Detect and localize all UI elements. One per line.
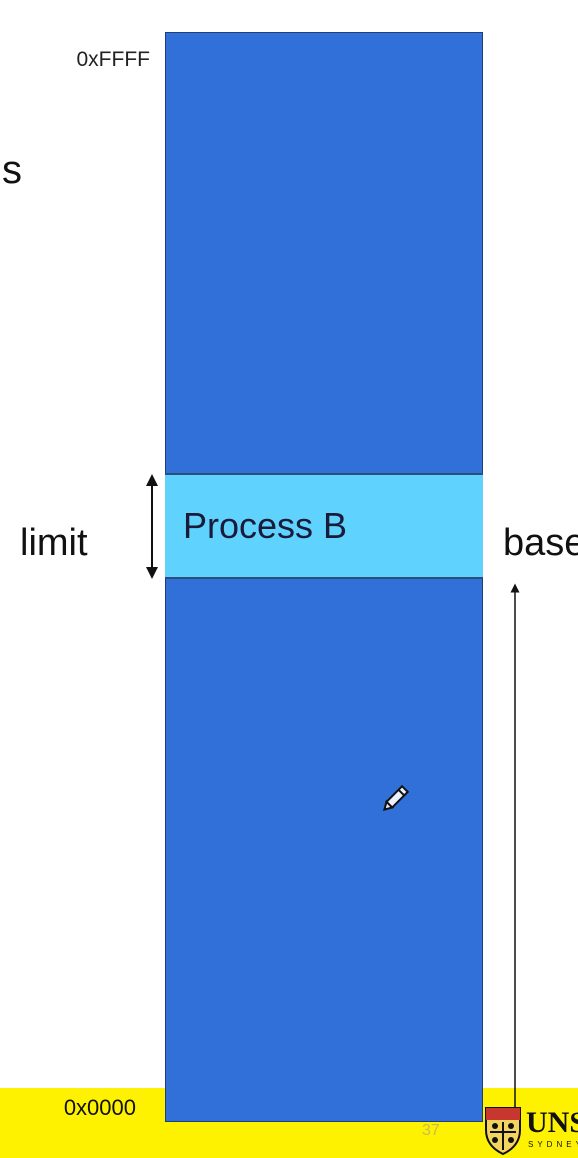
process-label: Process B [183, 505, 348, 546]
base-label: base [503, 522, 578, 564]
crest-icon [485, 1107, 521, 1156]
logo-text: UNSW [526, 1106, 578, 1139]
slide-title-fragment: s [2, 148, 22, 192]
limit-label: limit [20, 522, 88, 564]
page-number: 37 [422, 1122, 440, 1139]
top-address-label: 0xFFFF [76, 48, 151, 71]
logo-subtext: SYDNEY [528, 1140, 578, 1149]
process-b-block: Process B [165, 473, 483, 579]
pencil-icon [382, 784, 410, 812]
university-logo: UNSW SYDNEY [482, 1100, 578, 1156]
bottom-address-label: 0x0000 [63, 1095, 136, 1120]
